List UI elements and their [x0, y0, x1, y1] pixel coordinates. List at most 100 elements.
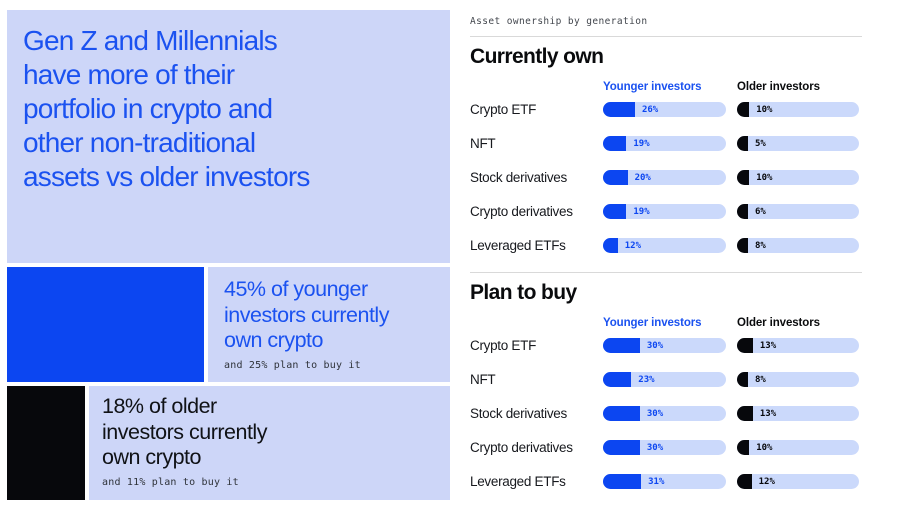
younger-stat-row: 45% of younger investors currently own c…: [7, 267, 450, 382]
summary-column: Gen Z and Millennials have more of their…: [7, 10, 450, 500]
headline-line: Gen Z and Millennials: [23, 25, 278, 56]
asset-label: Leveraged ETFs: [470, 238, 566, 253]
asset-label: Crypto derivatives: [470, 204, 573, 219]
younger-stat-text: own crypto: [224, 328, 323, 352]
asset-row: Crypto ETF 30% 13%: [470, 338, 862, 353]
section-currently-own: Currently own Younger investors Older in…: [470, 45, 862, 253]
younger-bar-fill: [603, 474, 642, 489]
younger-bar-value: 23%: [638, 374, 655, 385]
older-bar-fill: [737, 238, 748, 253]
younger-bar: 20%: [603, 170, 726, 185]
older-bar-fill: [737, 372, 748, 387]
younger-bar: 26%: [603, 102, 726, 117]
divider: [470, 36, 862, 37]
older-bar-fill: [737, 102, 750, 117]
older-bar-fill: [737, 440, 750, 455]
younger-stat-note: and 25% plan to buy it: [224, 359, 361, 371]
asset-row: Stock derivatives 30% 13%: [470, 406, 862, 421]
younger-bar-value: 26%: [641, 104, 659, 115]
younger-bar-fill: [603, 204, 627, 219]
asset-ownership-panel: Asset ownership by generation Currently …: [470, 16, 862, 508]
older-bar-fill: [737, 406, 753, 421]
older-investors-header: Older investors: [737, 81, 820, 93]
younger-bar: 31%: [603, 474, 726, 489]
younger-stat-panel: 45% of younger investors currently own c…: [208, 267, 450, 382]
asset-label: Stock derivatives: [470, 406, 567, 421]
section-title: Currently own: [470, 45, 604, 68]
older-bar: 10%: [737, 102, 859, 117]
younger-stat-text: 45% of younger: [224, 277, 368, 301]
older-bar-fill: [737, 338, 753, 353]
younger-bar-fill: [603, 338, 640, 353]
headline-line: assets vs older investors: [23, 161, 310, 192]
older-bar-value: 10%: [756, 172, 773, 183]
younger-bar-value: 19%: [633, 206, 650, 217]
younger-investors-header: Younger investors: [603, 81, 702, 93]
older-bar-value: 13%: [759, 408, 777, 419]
older-bar-value: 8%: [755, 240, 766, 251]
older-bar: 5%: [737, 136, 859, 151]
younger-bar-fill: [603, 102, 635, 117]
older-stat-row: 18% of older investors currently own cry…: [7, 386, 450, 500]
asset-row: NFT 19% 5%: [470, 136, 862, 151]
older-bar-value: 5%: [755, 138, 766, 149]
older-stat-note: and 11% plan to buy it: [102, 476, 239, 488]
younger-bar: 12%: [603, 238, 726, 253]
older-bar-fill: [737, 170, 750, 185]
asset-label: Crypto ETF: [470, 338, 537, 353]
older-bar: 8%: [737, 372, 859, 387]
younger-bar-value: 12%: [624, 240, 642, 251]
older-stat-text: investors currently: [102, 419, 267, 444]
plan-to-buy-rows: Crypto ETF 30% 13% NFT 23% 8% Stock derivative…: [470, 338, 862, 489]
currently-own-rows: Crypto ETF 26% 10% NFT 19% 5% Stock derivative…: [470, 102, 862, 253]
older-bar-fill: [737, 204, 748, 219]
asset-row: Leveraged ETFs 12% 8%: [470, 238, 862, 253]
younger-bar: 30%: [603, 440, 726, 455]
column-header-spacer: [470, 317, 603, 329]
older-bar-value: 10%: [756, 104, 773, 115]
asset-label: NFT: [470, 372, 496, 387]
asset-label: Crypto derivatives: [470, 440, 573, 455]
column-headers: Younger investors Older investors: [470, 81, 862, 93]
asset-row: Stock derivatives 20% 10%: [470, 170, 862, 185]
younger-bar-value: 19%: [633, 138, 650, 149]
older-bar: 10%: [737, 440, 859, 455]
asset-label: Stock derivatives: [470, 170, 567, 185]
younger-bar-fill: [603, 406, 640, 421]
younger-bar: 30%: [603, 338, 726, 353]
older-bar: 12%: [737, 474, 859, 489]
younger-bar-fill: [603, 170, 628, 185]
column-headers: Younger investors Older investors: [470, 317, 862, 329]
older-stat-panel: 18% of older investors currently own cry…: [89, 386, 450, 500]
section-title: Plan to buy: [470, 281, 577, 304]
younger-bar: 19%: [603, 204, 726, 219]
asset-row: Crypto derivatives 19% 6%: [470, 204, 862, 219]
younger-stat-bar-block: [7, 267, 204, 382]
older-stat-bar-block: [7, 386, 85, 500]
older-bar-value: 6%: [755, 206, 766, 217]
older-bar-value: 12%: [758, 476, 775, 487]
younger-bar: 30%: [603, 406, 726, 421]
headline-line: have more of their: [23, 59, 235, 90]
younger-bar-value: 31%: [648, 476, 665, 487]
older-bar: 13%: [737, 406, 859, 421]
asset-row: NFT 23% 8%: [470, 372, 862, 387]
younger-stat-text: investors currently: [224, 302, 389, 327]
older-bar-fill: [737, 474, 752, 489]
older-bar-fill: [737, 136, 748, 151]
headline-line: portfolio in crypto and: [23, 93, 273, 124]
headline-panel: Gen Z and Millennials have more of their…: [7, 10, 450, 263]
column-header-spacer: [470, 81, 603, 93]
older-bar: 10%: [737, 170, 859, 185]
older-bar: 8%: [737, 238, 859, 253]
asset-row: Leveraged ETFs 31% 12%: [470, 474, 862, 489]
younger-bar-fill: [603, 440, 640, 455]
younger-bar-value: 30%: [646, 442, 664, 453]
older-bar-value: 8%: [755, 374, 766, 385]
older-bar: 6%: [737, 204, 859, 219]
older-stat-text: 18% of older: [102, 394, 217, 418]
younger-bar: 23%: [603, 372, 726, 387]
headline-line: other non-traditional: [23, 127, 256, 158]
older-bar: 13%: [737, 338, 859, 353]
asset-label: Crypto ETF: [470, 102, 537, 117]
